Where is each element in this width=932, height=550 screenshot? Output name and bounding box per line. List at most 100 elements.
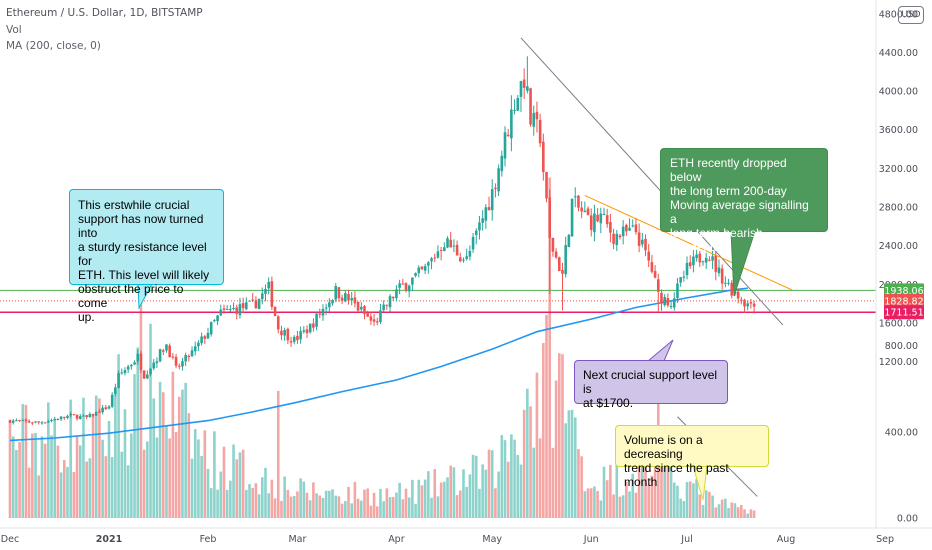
- volume-bar: [161, 392, 165, 518]
- volume-bar: [644, 460, 647, 518]
- volume-bar: [328, 490, 331, 518]
- candle-body: [526, 86, 529, 91]
- price-tag-label: 1711.51: [884, 308, 923, 319]
- volume-bar: [337, 496, 341, 518]
- volume-bar: [308, 500, 312, 518]
- volume-bar: [276, 390, 280, 518]
- volume-bar: [107, 421, 111, 518]
- candle-body: [589, 215, 593, 231]
- candle-body: [260, 293, 264, 299]
- candle-body: [184, 355, 187, 362]
- candle-body: [535, 111, 539, 120]
- volume-bar: [114, 389, 117, 518]
- volume-bar: [596, 491, 599, 518]
- volume-bar: [478, 488, 481, 518]
- candle-body: [730, 282, 734, 296]
- volume-tick-label: 0.00: [897, 514, 918, 525]
- candle-body: [213, 320, 216, 322]
- volume-bar: [439, 482, 443, 518]
- candle-body: [628, 227, 631, 231]
- volume-bar: [267, 493, 270, 518]
- volume-bar: [213, 431, 216, 518]
- volume-bar: [618, 496, 622, 518]
- volume-bar: [577, 449, 580, 518]
- volume-bar: [280, 500, 283, 518]
- volume-bar: [203, 430, 207, 518]
- volume-bar: [40, 436, 44, 518]
- volume-bar: [43, 443, 47, 518]
- candle-body: [593, 213, 596, 233]
- candle-body: [85, 415, 88, 418]
- volume-bar: [56, 445, 60, 518]
- resistance-note-text: This erstwhile crucial support has now t…: [78, 198, 210, 324]
- candle-body: [273, 306, 277, 316]
- volume-bar: [388, 497, 392, 518]
- volume-bar: [177, 396, 181, 518]
- candle-body: [75, 414, 79, 419]
- volume-bar: [318, 495, 322, 518]
- candle-body: [663, 297, 666, 306]
- candle-body: [379, 310, 382, 323]
- volume-bar: [324, 490, 328, 518]
- candle-body: [503, 132, 507, 159]
- candle-body: [653, 271, 657, 278]
- volume-bar: [382, 501, 385, 518]
- volume-bar: [391, 496, 395, 518]
- volume-bar: [660, 463, 663, 518]
- ma-indicator-label: MA (200, close, 0): [6, 40, 101, 52]
- volume-bar: [321, 497, 325, 518]
- volume-bar: [545, 314, 548, 518]
- candle-body: [161, 350, 165, 352]
- candle-body: [283, 330, 286, 336]
- candle-body: [427, 262, 430, 266]
- volume-bar: [165, 425, 168, 518]
- time-tick-label: 2021: [96, 534, 122, 545]
- volume-bar: [91, 415, 95, 518]
- volume-bar: [417, 479, 421, 518]
- volume-bar: [21, 404, 25, 518]
- candle-body: [66, 415, 69, 418]
- ma-note: ETH recently dropped below the long term…: [660, 148, 828, 254]
- candle-body: [596, 214, 599, 222]
- volume-bar: [506, 461, 510, 518]
- volume-bar: [219, 471, 223, 518]
- candle-body: [423, 266, 427, 271]
- volume-bar: [238, 452, 242, 518]
- candle-body: [749, 302, 753, 304]
- candle-body: [599, 213, 603, 224]
- ma-note-text: ETH recently dropped below the long term…: [670, 156, 809, 254]
- candle-body: [679, 277, 682, 283]
- candle-body: [385, 304, 389, 306]
- candle-body: [43, 422, 47, 424]
- volume-bar: [522, 409, 526, 518]
- candle-body: [222, 308, 226, 310]
- candle-body: [573, 196, 577, 198]
- candle-body: [446, 238, 449, 248]
- candle-body: [695, 254, 698, 259]
- candle-body: [209, 322, 213, 335]
- candle-body: [481, 218, 484, 223]
- volume-bar: [663, 448, 666, 518]
- volume-bar: [171, 371, 175, 518]
- volume-bar: [104, 456, 108, 518]
- candle-body: [510, 109, 513, 139]
- candle-body: [669, 306, 673, 308]
- volume-bar: [676, 485, 679, 518]
- volume-bar: [634, 492, 638, 518]
- currency-button[interactable]: USD: [898, 6, 924, 24]
- volume-bar: [647, 484, 651, 518]
- volume-bar: [573, 417, 577, 518]
- volume-bar: [350, 503, 354, 518]
- candle-body: [91, 413, 95, 416]
- time-tick-label: May: [482, 534, 502, 545]
- volume-bar: [513, 439, 516, 518]
- candle-body: [567, 234, 571, 247]
- volume-bar: [174, 432, 178, 518]
- time-tick-label: Jul: [680, 534, 692, 545]
- volume-bar: [296, 491, 299, 518]
- candle-body: [452, 245, 456, 247]
- candle-body: [474, 230, 478, 235]
- volume-bar: [47, 402, 50, 518]
- candle-body: [401, 283, 405, 285]
- candle-body: [545, 171, 548, 199]
